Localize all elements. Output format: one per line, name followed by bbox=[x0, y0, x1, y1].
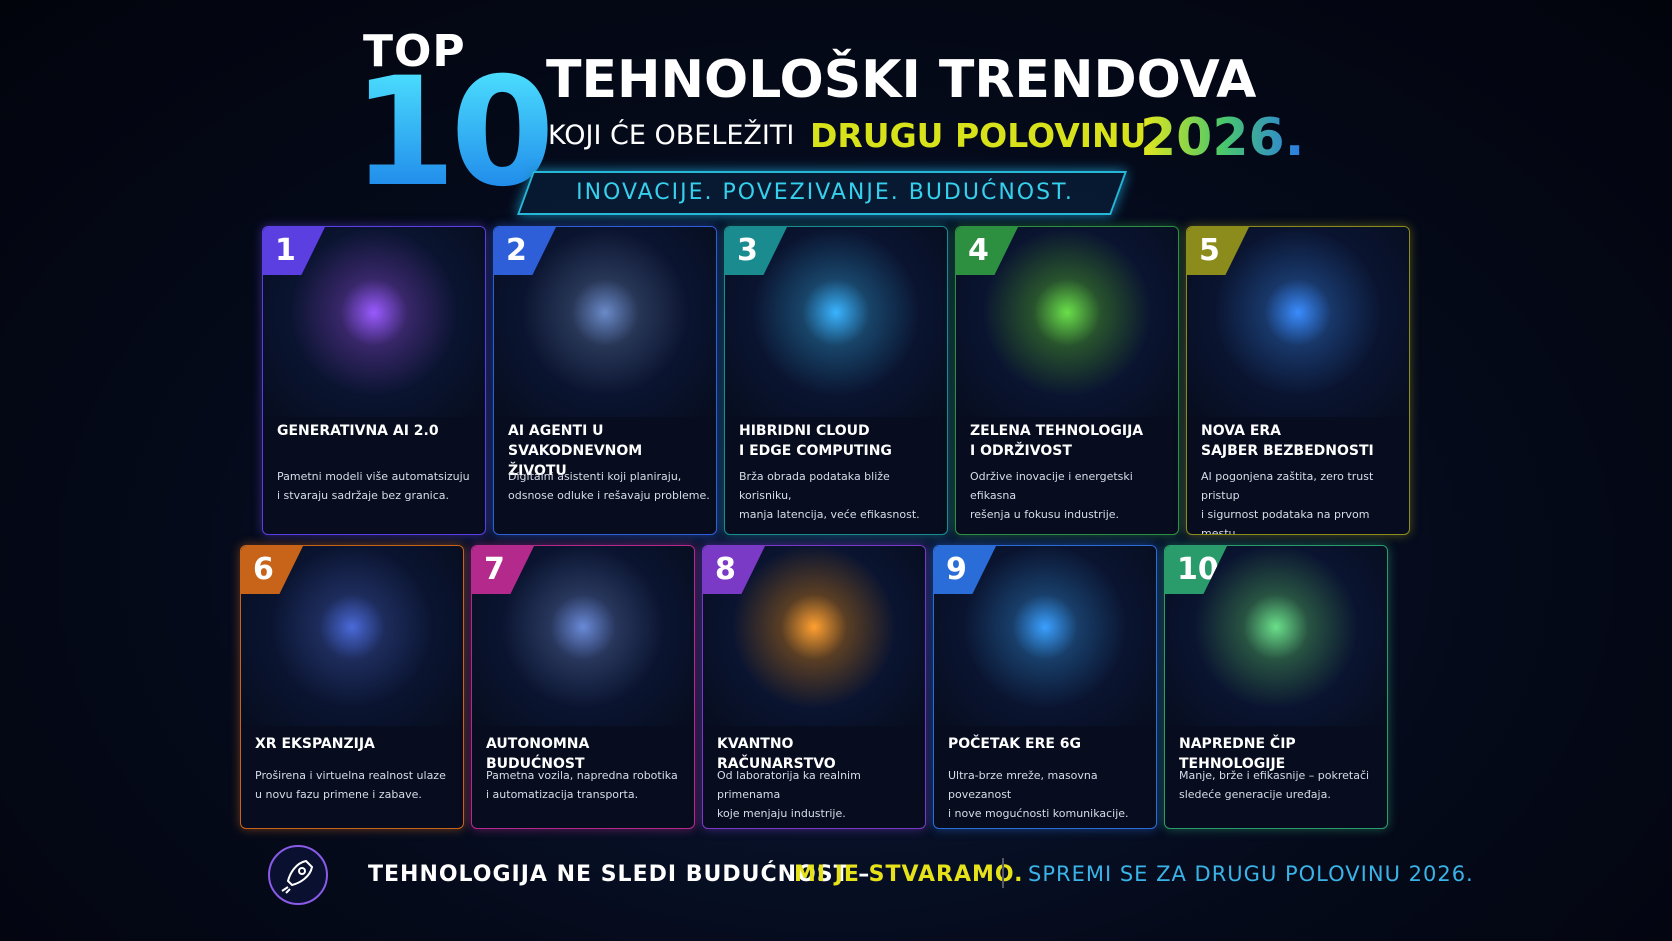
card-title: NAPREDNE ČIP TEHNOLOGIJE bbox=[1179, 734, 1379, 774]
card-description: AI pogonjena zaštita, zero trust pristup… bbox=[1201, 467, 1403, 535]
card: 5 NOVA ERA SAJBER BEZBEDNOSTI AI pogonjena … bbox=[1186, 226, 1410, 535]
card-description: Proširena i virtuelna realnost ulaze u no… bbox=[255, 766, 457, 804]
footer-emphasis: MI JE STVARAMO. bbox=[794, 862, 1024, 887]
rocket-icon bbox=[268, 845, 328, 905]
card-title: GENERATIVNA AI 2.0 bbox=[277, 421, 477, 441]
card-description-line: i stvaraju sadržaje bez granica. bbox=[277, 489, 450, 502]
card-description-line: sledeće generacije uređaja. bbox=[1179, 788, 1331, 801]
card-description: Digitalni asistenti koji planiraju, odsno… bbox=[508, 467, 710, 505]
card: 8 KVANTNO RAČUNARSTVO Od laboratorija ka r… bbox=[702, 545, 926, 829]
card-title-line: AUTONOMNA BUDUĆNOST bbox=[486, 736, 590, 772]
card-title: HIBRIDNI CLOUD I EDGE COMPUTING bbox=[739, 421, 939, 461]
card: 9 POČETAK ERE 6G Ultra-brze mreže, masovna… bbox=[933, 545, 1157, 829]
card: 7 AUTONOMNA BUDUĆNOST Pametna vozila, napr… bbox=[471, 545, 695, 829]
card-description-line: Pametna vozila, napredna robotika bbox=[486, 769, 678, 782]
card-title-line: SAJBER BEZBEDNOSTI bbox=[1201, 443, 1374, 459]
card-number: 4 bbox=[956, 227, 1018, 275]
card-description-line: Ultra-brze mreže, masovna povezanost bbox=[948, 769, 1098, 801]
card-description: Brža obrada podataka bliže korisniku, man… bbox=[739, 467, 941, 524]
card-title: AI AGENTI U SVAKODNEVNOM ŽIVOTU bbox=[508, 421, 708, 481]
year: 2026. bbox=[1140, 108, 1305, 168]
card-description: Pametna vozila, napredna robotika i autom… bbox=[486, 766, 688, 804]
card-description-line: Održive inovacije i energetski efikasna bbox=[970, 470, 1133, 502]
card-description-line: Pametni modeli više automatsizuju bbox=[277, 470, 470, 483]
card-title-line: NAPREDNE ČIP TEHNOLOGIJE bbox=[1179, 736, 1296, 772]
card-description: Manje, brže i efikasnije – pokretači sled… bbox=[1179, 766, 1381, 804]
card-description-line: Brža obrada podataka bliže korisniku, bbox=[739, 470, 890, 502]
subtitle: KOJI ĆE OBELEŽITI bbox=[548, 120, 795, 151]
top-number: 10 bbox=[352, 46, 555, 220]
card-description: Održive inovacije i energetski efikasna r… bbox=[970, 467, 1172, 524]
card-description: Pametni modeli više automatsizuju i stvar… bbox=[277, 467, 479, 505]
card-title-line: I EDGE COMPUTING bbox=[739, 443, 892, 459]
card-description-line: Proširena i virtuelna realnost ulaze bbox=[255, 769, 446, 782]
tagline: INOVACIJE. POVEZIVANJE. BUDUĆNOST. bbox=[576, 180, 1074, 205]
card: 3 HIBRIDNI CLOUD I EDGE COMPUTING Brža obra… bbox=[724, 226, 948, 535]
footer-statement: TEHNOLOGIJA NE SLEDI BUDUĆNOST – bbox=[368, 862, 871, 887]
card-title: AUTONOMNA BUDUĆNOST bbox=[486, 734, 686, 774]
card-title-line: XR EKSPANZIJA bbox=[255, 736, 375, 752]
card-title-line: KVANTNO RAČUNARSTVO bbox=[717, 736, 836, 772]
card-description-line: odsnose odluke i rešavaju probleme. bbox=[508, 489, 710, 502]
card: 1 GENERATIVNA AI 2.0 Pametni modeli više a… bbox=[262, 226, 486, 535]
card-title-line: NOVA ERA bbox=[1201, 423, 1282, 439]
top-label: TOP bbox=[363, 26, 466, 77]
card-title-line: AI AGENTI U SVAKODNEVNOM bbox=[508, 423, 643, 459]
card-description-line: i sigurnost podataka na prvom mestu. bbox=[1201, 508, 1370, 535]
footer-separator bbox=[1002, 858, 1004, 888]
card-description-line: i automatizacija transporta. bbox=[486, 788, 639, 801]
title: TEHNOLOŠKI TRENDOVA bbox=[546, 50, 1257, 110]
card-description: Ultra-brze mreže, masovna povezanost i no… bbox=[948, 766, 1150, 823]
card: 4 ZELENA TEHNOLOGIJA I ODRŽIVOST Održive in… bbox=[955, 226, 1179, 535]
card-title: NOVA ERA SAJBER BEZBEDNOSTI bbox=[1201, 421, 1401, 461]
card: 10 NAPREDNE ČIP TEHNOLOGIJE Manje, brže i … bbox=[1164, 545, 1388, 829]
card: 6 XR EKSPANZIJA Proširena i virtuelna real… bbox=[240, 545, 464, 829]
card: 2 AI AGENTI U SVAKODNEVNOM ŽIVOTU Digitalni… bbox=[493, 226, 717, 535]
card-description-line: Manje, brže i efikasnije – pokretači bbox=[1179, 769, 1370, 782]
card-title-line: HIBRIDNI CLOUD bbox=[739, 423, 870, 439]
card-description: Od laboratorija ka realnim primenama koje… bbox=[717, 766, 919, 823]
footer-call: SPREMI SE ZA DRUGU POLOVINU 2026. bbox=[1028, 862, 1474, 886]
card-title-line: POČETAK ERE 6G bbox=[948, 736, 1082, 752]
card-description-line: rešenja u fokusu industrije. bbox=[970, 508, 1120, 521]
card-title: POČETAK ERE 6G bbox=[948, 734, 1148, 754]
card-title-line: ŽIVOTU bbox=[508, 463, 567, 479]
card-description-line: AI pogonjena zaštita, zero trust pristup bbox=[1201, 470, 1374, 502]
subtitle-highlight: DRUGU POLOVINU bbox=[810, 116, 1147, 155]
card-title-line: ZELENA TEHNOLOGIJA bbox=[970, 423, 1144, 439]
card-title: KVANTNO RAČUNARSTVO bbox=[717, 734, 917, 774]
card-description-line: u novu fazu primene i zabave. bbox=[255, 788, 422, 801]
card-title: ZELENA TEHNOLOGIJA I ODRŽIVOST bbox=[970, 421, 1170, 461]
card-description-line: i nove mogućnosti komunikacije. bbox=[948, 807, 1129, 820]
card-title: XR EKSPANZIJA bbox=[255, 734, 455, 754]
card-title-line: I ODRŽIVOST bbox=[970, 443, 1072, 459]
card-description-line: Digitalni asistenti koji planiraju, bbox=[508, 470, 682, 483]
card-description-line: manja latencija, veće efikasnost. bbox=[739, 508, 920, 521]
card-description-line: Od laboratorija ka realnim primenama bbox=[717, 769, 861, 801]
card-description-line: koje menjaju industrije. bbox=[717, 807, 846, 820]
card-title-line: GENERATIVNA AI 2.0 bbox=[277, 423, 439, 439]
